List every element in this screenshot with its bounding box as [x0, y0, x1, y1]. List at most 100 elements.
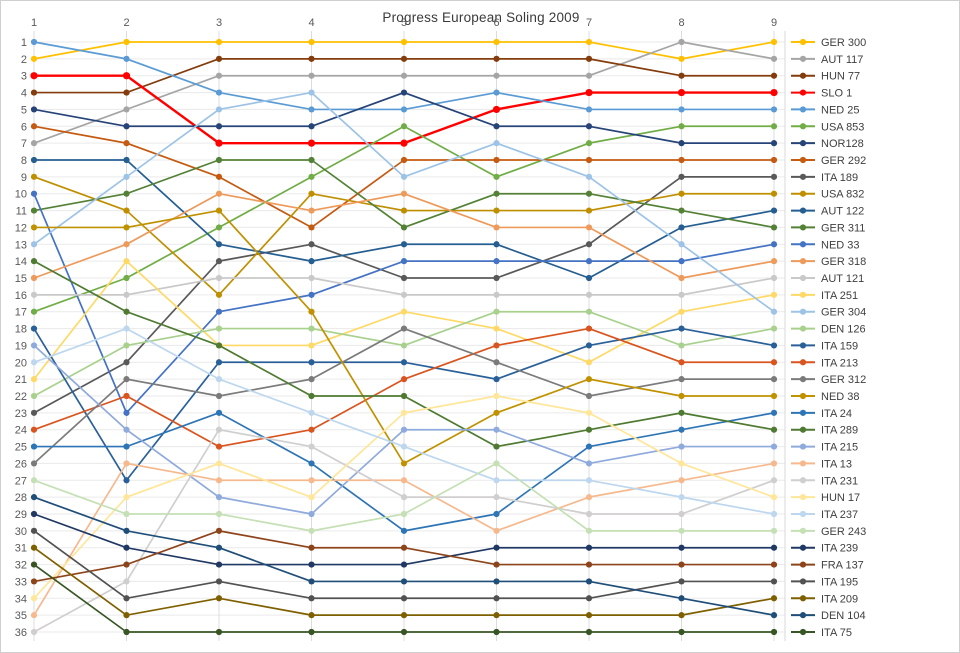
y-tick-label: 17 — [15, 307, 27, 319]
data-point — [308, 376, 315, 383]
data-point — [585, 106, 593, 113]
legend-label: GER 304 — [821, 307, 866, 319]
data-point — [770, 544, 778, 551]
data-point — [308, 392, 315, 400]
data-point — [215, 561, 223, 568]
data-point — [678, 595, 685, 602]
data-point — [123, 55, 130, 62]
data-point — [400, 38, 408, 46]
data-point — [770, 325, 778, 332]
data-point — [678, 140, 685, 147]
legend-marker-dot — [799, 628, 807, 636]
data-point — [123, 291, 130, 298]
data-point — [400, 72, 408, 79]
data-point — [493, 376, 500, 383]
data-point — [585, 140, 593, 147]
data-point — [308, 156, 315, 164]
y-tick-label: 33 — [15, 576, 27, 588]
legend-label: NED 25 — [821, 104, 860, 116]
x-tick-label: 5 — [401, 17, 407, 29]
data-point — [678, 72, 685, 79]
data-point — [308, 477, 315, 484]
y-tick-label: 10 — [15, 189, 27, 201]
data-point — [770, 88, 778, 97]
y-tick-label: 19 — [15, 340, 27, 352]
data-point — [493, 612, 500, 619]
data-point — [770, 224, 778, 231]
data-point — [123, 342, 130, 349]
data-point — [400, 443, 408, 450]
data-point — [493, 89, 500, 96]
data-point — [308, 308, 315, 315]
data-point — [30, 38, 38, 46]
data-point — [585, 460, 593, 467]
data-point — [308, 578, 315, 585]
data-point — [30, 140, 38, 147]
data-point — [400, 291, 408, 298]
data-point — [215, 359, 223, 366]
data-point — [493, 578, 500, 585]
data-point — [585, 612, 593, 619]
data-point — [400, 527, 408, 534]
data-point — [308, 510, 315, 518]
data-point — [308, 443, 315, 450]
data-point — [123, 274, 130, 282]
data-point — [308, 258, 315, 265]
data-point — [493, 156, 500, 164]
data-point — [678, 477, 685, 484]
data-point — [770, 55, 778, 62]
data-point — [493, 72, 500, 79]
data-point — [215, 510, 223, 518]
x-tick-label: 3 — [216, 17, 222, 29]
data-point — [215, 494, 223, 501]
data-point — [30, 376, 38, 383]
data-point — [400, 460, 408, 467]
data-point — [493, 527, 500, 534]
data-point — [770, 123, 778, 130]
data-point — [493, 224, 500, 231]
legend-marker-dot — [799, 207, 807, 214]
data-point — [30, 460, 38, 467]
data-point — [770, 291, 778, 298]
data-point — [400, 89, 408, 96]
legend-label: NED 38 — [821, 391, 860, 403]
legend-label: ITA 75 — [821, 627, 852, 639]
data-point — [30, 426, 38, 433]
data-point — [123, 510, 130, 518]
legend-label: SLO 1 — [821, 88, 852, 100]
data-point — [678, 376, 685, 383]
data-point — [30, 241, 38, 248]
data-point — [30, 274, 38, 282]
legend-marker-dot — [799, 224, 807, 231]
data-point — [493, 291, 500, 298]
data-point — [678, 173, 685, 180]
x-tick-label: 6 — [493, 17, 499, 29]
data-point — [30, 207, 38, 214]
data-point — [493, 207, 500, 214]
data-point — [493, 595, 500, 602]
y-tick-label: 20 — [15, 357, 27, 369]
data-point — [770, 628, 778, 636]
legend-marker-dot — [799, 494, 807, 501]
data-point — [30, 527, 38, 534]
data-point — [585, 342, 593, 349]
data-point — [215, 274, 223, 282]
data-point — [215, 241, 223, 248]
data-point — [400, 595, 408, 602]
y-tick-label: 12 — [15, 222, 27, 234]
data-point — [308, 241, 315, 248]
legend-label: AUT 117 — [821, 54, 863, 66]
legend-marker-dot — [799, 190, 807, 197]
data-point — [308, 628, 315, 636]
data-point — [493, 409, 500, 416]
data-point — [585, 359, 593, 366]
data-point — [400, 207, 408, 214]
data-point — [770, 376, 778, 383]
data-point — [30, 55, 38, 62]
data-point — [308, 123, 315, 130]
legend-marker-dot — [799, 72, 807, 79]
data-point — [585, 291, 593, 298]
y-tick-label: 11 — [16, 206, 27, 218]
y-tick-label: 27 — [15, 475, 27, 487]
data-point — [493, 510, 500, 518]
